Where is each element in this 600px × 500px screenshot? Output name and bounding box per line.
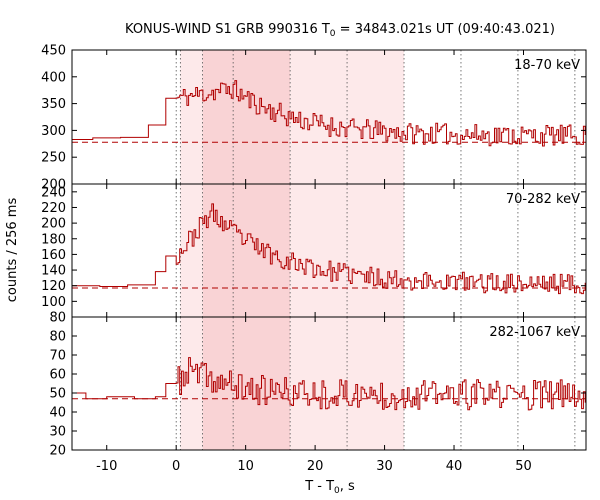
chart-title-subscript: 0	[330, 29, 336, 39]
y-tick-label: 80	[49, 311, 66, 326]
y-tick-label: 80	[49, 330, 66, 345]
y-tick-label: 180	[41, 232, 66, 247]
y-tick-label: 300	[41, 124, 66, 139]
chart-title-rest: = 34843.021s UT (09:40:43.021)	[336, 22, 555, 37]
y-tick-label: 140	[41, 264, 66, 279]
x-tick-label: -10	[96, 459, 117, 474]
energy-band-label: 18-70 keV	[514, 58, 580, 73]
x-tick-label: 40	[446, 459, 463, 474]
y-tick-label: 20	[49, 444, 66, 459]
shaded-interval	[290, 184, 405, 317]
y-tick-label: 50	[49, 387, 66, 402]
shaded-interval	[180, 50, 203, 184]
y-tick-label: 400	[41, 70, 66, 85]
count-rate-curve	[72, 357, 586, 411]
shaded-interval	[180, 317, 203, 450]
shaded-interval	[290, 50, 405, 184]
x-tick-label: 50	[515, 459, 532, 474]
count-rate-curve	[72, 80, 586, 147]
x-tick-label: 30	[376, 459, 393, 474]
y-tick-label: 240	[41, 185, 66, 200]
y-tick-label: 450	[41, 44, 66, 59]
panel-3: 20 30 40 50 60 70 80 282-1067 keV	[49, 316, 587, 459]
y-tick-label: 60	[49, 368, 66, 383]
y-tick-label: 30	[49, 425, 66, 440]
shaded-interval	[202, 50, 291, 184]
y-tick-label: 100	[41, 295, 66, 310]
energy-band-label: 70-282 keV	[506, 192, 580, 207]
y-axis-title: counts / 256 ms	[5, 198, 20, 303]
count-rate-curve	[72, 203, 586, 295]
y-tick-label: 160	[41, 248, 66, 263]
y-tick-label: 200	[41, 178, 66, 193]
panel-1: 200 250 300 350 400 450 18-70 keV	[41, 44, 587, 193]
y-tick-label: 200	[41, 217, 66, 232]
x-axis-title: T - T0, s	[304, 479, 355, 496]
y-tick-label: 40	[49, 406, 66, 421]
x-tick-label: 10	[237, 459, 254, 474]
y-tick-label: 120	[41, 279, 66, 294]
y-tick-label: 220	[41, 201, 66, 216]
panel-frame	[71, 316, 587, 451]
x-tick-label: 20	[307, 459, 324, 474]
x-axis-title-main: T - T	[304, 479, 334, 494]
energy-band-label: 282-1067 keV	[489, 325, 580, 340]
y-tick-label: 70	[49, 349, 66, 364]
x-tick-label: 0	[172, 459, 180, 474]
y-tick-label: 350	[41, 97, 66, 112]
x-axis-title-rest: , s	[340, 479, 355, 494]
x-axis-title-subscript: 0	[334, 486, 340, 496]
chart-title-main: KONUS-WIND S1 GRB 990316 T	[125, 22, 330, 37]
chart-title: KONUS-WIND S1 GRB 990316 T0 = 34843.021s…	[125, 22, 555, 39]
y-tick-label: 250	[41, 151, 66, 166]
shaded-interval	[180, 184, 203, 317]
